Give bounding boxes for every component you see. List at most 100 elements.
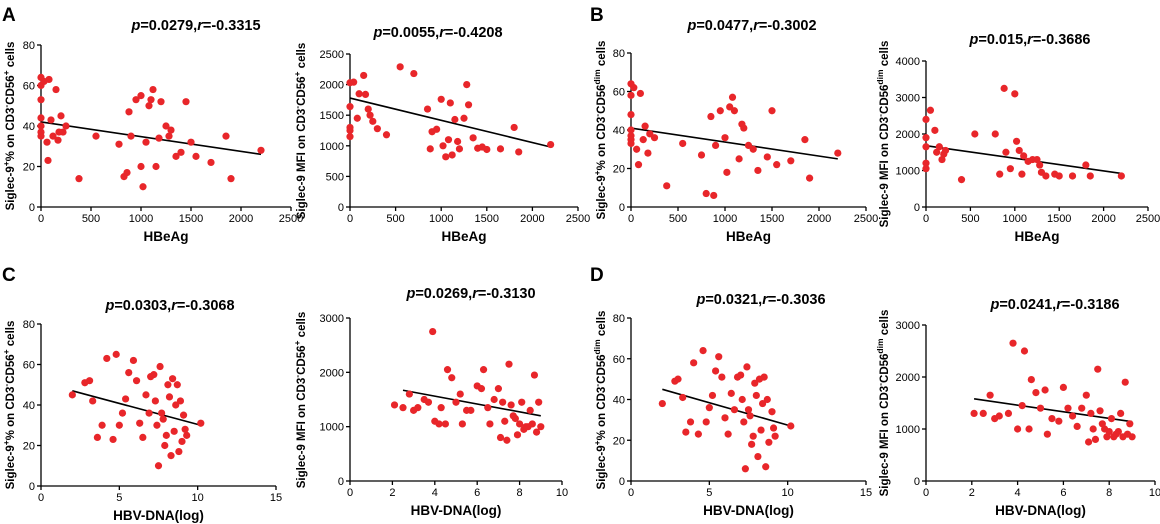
data-point — [156, 362, 164, 371]
data-point — [627, 126, 635, 134]
data-point — [712, 367, 720, 375]
y-tick-label: 40 — [23, 121, 35, 133]
data-point — [749, 145, 757, 153]
data-point — [167, 126, 175, 134]
data-point — [1078, 404, 1086, 412]
y-label-superscript: - — [875, 114, 885, 117]
x-tick-label: 2000 — [520, 213, 544, 225]
y-label-superscript: + — [1, 161, 11, 166]
data-point — [705, 404, 713, 412]
data-point — [227, 175, 235, 183]
data-point — [496, 145, 505, 153]
plot-title: p=0.015,r=-0.3686 — [969, 32, 1091, 48]
y-tick-label: 1000 — [320, 422, 344, 434]
y-tick-label: 2000 — [320, 80, 344, 92]
data-point — [1121, 378, 1129, 386]
x-tick-label: 2 — [389, 487, 395, 499]
y-label-superscript: dim — [875, 338, 885, 354]
scatter-plot-5: 0 5 10 15 0 20 40 60 80 p=0.0303,r=-0.3068 HBV-DNA… — [1, 298, 282, 523]
y-tick-label: 0 — [619, 202, 625, 214]
y-tick-label: 1500 — [320, 110, 344, 122]
data-point — [1082, 391, 1090, 399]
regression-line — [349, 97, 551, 148]
regression-line — [925, 144, 1122, 175]
x-tick-label: 1500 — [475, 213, 499, 225]
data-point — [129, 356, 138, 365]
data-point — [45, 75, 53, 84]
data-point — [537, 423, 545, 431]
title-part: r — [753, 18, 760, 34]
y-tick-label: 3000 — [320, 313, 344, 325]
y-label-text: CD56 — [879, 354, 891, 383]
data-point — [139, 183, 147, 191]
scatter-plot-3: 0 500 1000 1500 2000 2500 0 20 40 60 80 p=0.0477,r=… — [592, 18, 878, 244]
data-point — [139, 433, 147, 441]
data-point — [167, 452, 175, 460]
regression-line — [72, 390, 202, 427]
data-point — [751, 379, 759, 387]
x-tick-label: 15 — [860, 487, 872, 499]
data-point — [1025, 425, 1033, 433]
plots-container: 0 500 1000 1500 2000 2500020406080p=0.0279,r=… — [1, 18, 1160, 523]
x-tick-label: 5 — [116, 492, 122, 504]
data-point — [158, 409, 166, 417]
x-axis-label: HBV-DNA(log) — [113, 508, 204, 523]
title-part: r — [439, 25, 446, 41]
y-axis-label: Siglec-9 MFI on CD3-CD56+ cells — [292, 43, 308, 220]
data-point — [1033, 155, 1041, 164]
title-part: =0.0279, — [140, 18, 197, 34]
data-point — [516, 420, 524, 428]
y-label-text: cells — [879, 310, 891, 339]
y-tick-label: 3000 — [896, 320, 920, 332]
plot-title: p=0.0303,r=-0.3068 — [104, 298, 234, 314]
data-point — [1042, 172, 1050, 180]
title-part: =-0.3068 — [177, 298, 235, 314]
data-point — [68, 391, 76, 399]
data-point — [971, 130, 979, 138]
data-point — [1117, 172, 1125, 180]
data-point — [501, 417, 509, 425]
data-point — [366, 111, 374, 119]
data-point — [1036, 404, 1045, 412]
data-point — [679, 393, 687, 402]
y-tick-label: 20 — [23, 441, 35, 453]
x-tick-label: 8 — [1106, 487, 1112, 499]
y-label-text: Siglec-9 MFI on CD3 — [879, 117, 891, 228]
y-label-superscript: dim — [875, 69, 885, 85]
data-point — [922, 134, 930, 142]
data-point — [54, 136, 62, 144]
y-label-superscript: - — [1, 105, 11, 108]
x-tick-label: 6 — [1060, 487, 1066, 499]
plot-title: p=0.0241,r=-0.3186 — [989, 297, 1119, 313]
data-point — [986, 391, 994, 399]
title-part: r — [197, 18, 204, 34]
data-point — [85, 377, 94, 385]
y-tick-label: 60 — [23, 81, 35, 93]
data-point — [423, 105, 432, 113]
y-label-text: cells — [296, 43, 308, 72]
y-label-text: Siglec-9 — [596, 175, 608, 219]
title-part: =0.0055, — [382, 25, 439, 41]
data-point — [1006, 165, 1014, 173]
data-point — [464, 101, 473, 109]
plot-title: p=0.0269,r=-0.3130 — [405, 286, 535, 302]
data-point — [1068, 172, 1077, 180]
data-point — [996, 170, 1004, 178]
data-point — [37, 132, 45, 140]
data-point — [162, 122, 170, 130]
data-point — [410, 69, 418, 78]
y-tick-label: 20 — [613, 435, 625, 447]
data-point — [636, 89, 645, 98]
regression-line — [40, 121, 262, 156]
data-point — [715, 353, 723, 361]
regression-line — [973, 398, 1133, 423]
data-point — [710, 191, 718, 200]
y-label-text: cells — [879, 41, 891, 70]
y-label-text: Siglec-9 — [5, 445, 17, 489]
title-part: =-0.4208 — [445, 25, 503, 41]
data-point — [429, 327, 437, 336]
y-tick-label: 0 — [338, 476, 344, 488]
data-point — [1087, 409, 1095, 417]
data-point — [1073, 422, 1081, 430]
data-point — [178, 437, 186, 446]
